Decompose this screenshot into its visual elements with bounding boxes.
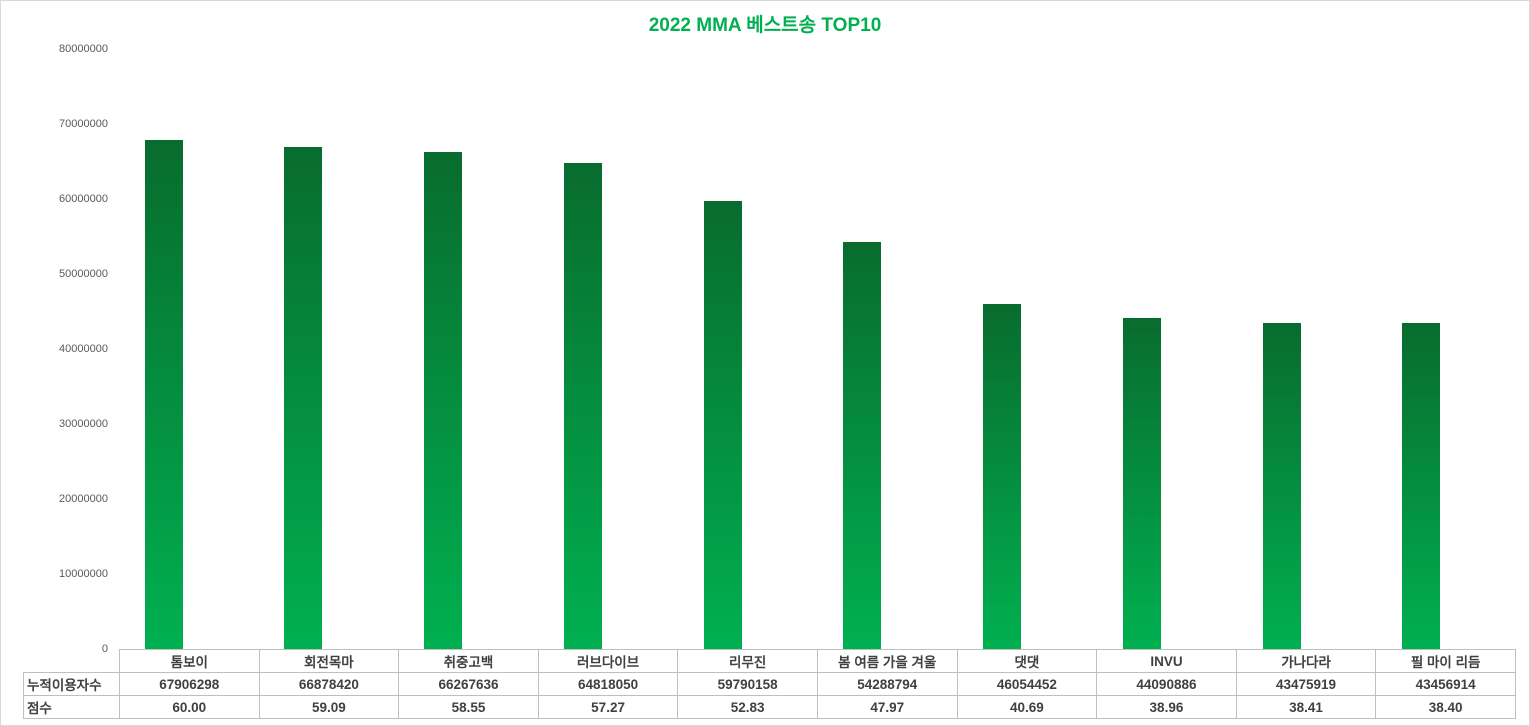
value-cell: 66267636 xyxy=(398,672,539,696)
table-corner-cell xyxy=(24,650,120,673)
category-cell: 가나다라 xyxy=(1235,649,1377,673)
value-cell: 46054452 xyxy=(956,672,1098,696)
value-cell: 58.55 xyxy=(398,695,539,719)
value-cell: 47.97 xyxy=(816,695,958,719)
row-header-cell: 누적이용자수 xyxy=(23,672,120,696)
value-cell: 43456914 xyxy=(1375,672,1516,696)
bar xyxy=(983,304,1021,649)
y-axis-tick-label: 40000000 xyxy=(59,343,108,355)
y-axis-tick-label: 10000000 xyxy=(59,568,108,580)
y-axis-tick-label: 60000000 xyxy=(59,193,108,205)
y-axis-tick-label: 20000000 xyxy=(59,493,108,505)
value-cell: 67906298 xyxy=(119,672,260,696)
value-cell: 52.83 xyxy=(677,695,818,719)
bar xyxy=(704,201,742,649)
value-cell: 59790158 xyxy=(677,672,818,696)
value-cell: 66878420 xyxy=(258,672,400,696)
category-cell: 취중고백 xyxy=(398,649,539,673)
value-cell: 38.96 xyxy=(1096,695,1237,719)
bar xyxy=(564,163,602,649)
category-cell: 댓댓 xyxy=(956,649,1098,673)
bar xyxy=(284,147,322,649)
category-cell: 리무진 xyxy=(677,649,818,673)
category-cell: 필 마이 리듬 xyxy=(1375,649,1516,673)
value-cell: 38.41 xyxy=(1235,695,1377,719)
bar xyxy=(1263,323,1301,649)
chart-title: 2022 MMA 베스트송 TOP10 xyxy=(648,15,882,36)
y-axis-tick-label: 0 xyxy=(101,643,108,655)
y-axis-tick-label: 80000000 xyxy=(59,43,108,55)
bar xyxy=(1123,318,1161,649)
bar xyxy=(1402,323,1440,649)
value-cell: 43475919 xyxy=(1235,672,1377,696)
category-cell: 회전목마 xyxy=(258,649,400,673)
value-cell: 44090886 xyxy=(1096,672,1237,696)
y-axis-tick-label: 50000000 xyxy=(59,268,108,280)
category-cell: INVU xyxy=(1096,649,1237,673)
value-cell: 54288794 xyxy=(816,672,958,696)
bar xyxy=(145,140,183,649)
bar xyxy=(424,152,462,649)
value-cell: 60.00 xyxy=(119,695,260,719)
bar xyxy=(843,242,881,649)
row-header-cell: 점수 xyxy=(23,695,120,719)
chart-data-table: 톰보이 회전목마 취중고백 러브다이브 리무진 봄 여름 가을 겨울 댓댓 INVU 가나다라 필… xyxy=(23,649,1516,719)
value-cell: 38.40 xyxy=(1375,695,1516,719)
y-axis-tick-label: 30000000 xyxy=(59,418,108,430)
value-cell: 59.09 xyxy=(258,695,400,719)
value-cell: 64818050 xyxy=(537,672,679,696)
category-cell: 톰보이 xyxy=(119,649,260,673)
value-cell: 40.69 xyxy=(956,695,1098,719)
category-cell: 러브다이브 xyxy=(537,649,679,673)
category-cell: 봄 여름 가을 겨울 xyxy=(816,649,958,673)
value-cell: 57.27 xyxy=(537,695,679,719)
y-axis-tick-label: 70000000 xyxy=(59,118,108,130)
